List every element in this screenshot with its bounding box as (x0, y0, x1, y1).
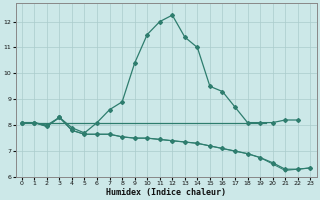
X-axis label: Humidex (Indice chaleur): Humidex (Indice chaleur) (106, 188, 226, 197)
